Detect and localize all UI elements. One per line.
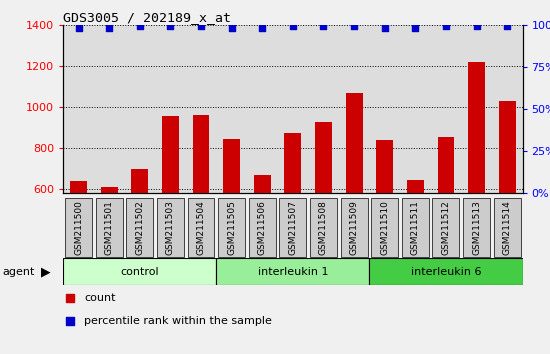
Bar xyxy=(162,116,179,193)
Text: control: control xyxy=(120,267,159,277)
FancyBboxPatch shape xyxy=(310,198,337,257)
Text: GSM211514: GSM211514 xyxy=(503,200,512,255)
Text: interleukin 6: interleukin 6 xyxy=(411,267,481,277)
Text: GSM211505: GSM211505 xyxy=(227,200,236,255)
Bar xyxy=(468,62,485,193)
Bar xyxy=(131,169,148,193)
Point xyxy=(135,24,144,29)
Bar xyxy=(70,181,87,193)
FancyBboxPatch shape xyxy=(126,198,153,257)
FancyBboxPatch shape xyxy=(65,198,92,257)
FancyBboxPatch shape xyxy=(216,258,370,285)
Text: percentile rank within the sample: percentile rank within the sample xyxy=(84,316,272,326)
Text: ▶: ▶ xyxy=(41,265,51,278)
Bar xyxy=(284,133,301,193)
Point xyxy=(350,24,359,29)
FancyBboxPatch shape xyxy=(63,258,216,285)
Text: GSM211512: GSM211512 xyxy=(442,200,450,255)
Text: GSM211510: GSM211510 xyxy=(380,200,389,255)
Bar xyxy=(407,179,424,193)
FancyBboxPatch shape xyxy=(402,198,429,257)
Text: GSM211509: GSM211509 xyxy=(350,200,359,255)
FancyBboxPatch shape xyxy=(432,198,459,257)
Text: GSM211511: GSM211511 xyxy=(411,200,420,255)
Point xyxy=(442,24,450,29)
Text: GSM211503: GSM211503 xyxy=(166,200,175,255)
Point xyxy=(411,25,420,31)
Bar xyxy=(254,176,271,193)
FancyBboxPatch shape xyxy=(494,198,521,257)
Bar xyxy=(438,137,454,193)
Bar xyxy=(499,101,515,193)
Text: GSM211500: GSM211500 xyxy=(74,200,83,255)
Point xyxy=(503,24,512,29)
Text: GSM211502: GSM211502 xyxy=(135,200,144,255)
Bar xyxy=(192,115,210,193)
Text: GDS3005 / 202189_x_at: GDS3005 / 202189_x_at xyxy=(63,11,231,24)
FancyBboxPatch shape xyxy=(96,198,123,257)
FancyBboxPatch shape xyxy=(340,198,367,257)
Point xyxy=(74,25,83,31)
Text: count: count xyxy=(84,293,115,303)
FancyBboxPatch shape xyxy=(279,198,306,257)
FancyBboxPatch shape xyxy=(188,198,214,257)
Bar xyxy=(376,139,393,193)
Point xyxy=(472,24,481,29)
FancyBboxPatch shape xyxy=(157,198,184,257)
Text: GSM211507: GSM211507 xyxy=(288,200,298,255)
Point xyxy=(227,25,236,31)
FancyBboxPatch shape xyxy=(370,258,522,285)
Text: interleukin 1: interleukin 1 xyxy=(257,267,328,277)
Point xyxy=(351,213,360,219)
FancyBboxPatch shape xyxy=(463,198,490,257)
Bar xyxy=(223,138,240,193)
Point xyxy=(381,25,389,31)
Text: GSM211504: GSM211504 xyxy=(196,200,206,255)
Point xyxy=(288,24,297,29)
Text: agent: agent xyxy=(3,267,35,277)
Text: GSM211506: GSM211506 xyxy=(258,200,267,255)
Text: GSM211513: GSM211513 xyxy=(472,200,481,255)
Point xyxy=(258,25,267,31)
Point xyxy=(319,24,328,29)
Point xyxy=(197,24,206,29)
Point xyxy=(351,4,360,10)
FancyBboxPatch shape xyxy=(371,198,398,257)
Text: GSM211501: GSM211501 xyxy=(104,200,114,255)
FancyBboxPatch shape xyxy=(218,198,245,257)
Bar xyxy=(101,187,118,193)
Point xyxy=(104,25,114,31)
FancyBboxPatch shape xyxy=(249,198,276,257)
Point xyxy=(166,24,175,29)
Text: GSM211508: GSM211508 xyxy=(319,200,328,255)
Bar xyxy=(315,122,332,193)
Bar xyxy=(346,93,362,193)
